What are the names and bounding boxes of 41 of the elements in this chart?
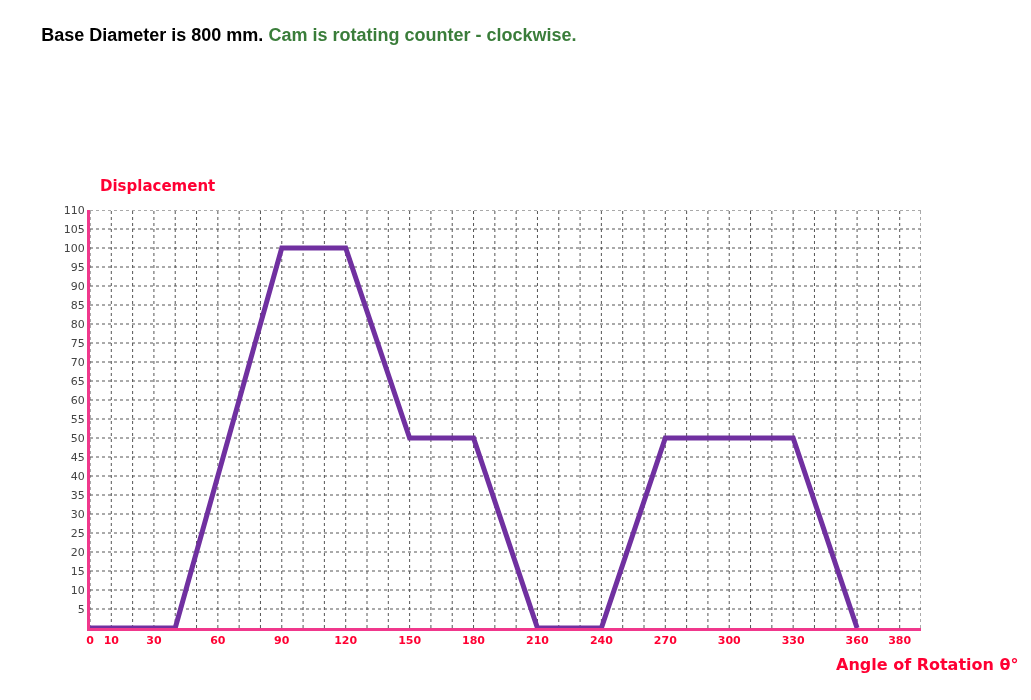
y-tick-label: 35 xyxy=(70,488,85,502)
y-tick-label: 30 xyxy=(70,507,85,521)
y-axis-title: Displacement xyxy=(100,177,216,195)
x-tick-label: 240 xyxy=(589,634,614,648)
x-tick-label: 180 xyxy=(462,634,486,648)
x-tick-label: 0 xyxy=(86,634,95,648)
x-tick-label: 360 xyxy=(845,634,869,648)
y-tick-label: 15 xyxy=(70,564,85,578)
y-tick-label: 45 xyxy=(70,450,85,464)
y-tick-label: 25 xyxy=(70,526,85,540)
x-tick-label: 60 xyxy=(210,634,226,648)
y-tick-label: 5 xyxy=(77,602,85,616)
x-tick-label: 10 xyxy=(103,634,120,648)
y-tick-label: 60 xyxy=(70,393,85,407)
y-tick-label: 40 xyxy=(70,469,85,483)
x-tick-label: 90 xyxy=(274,634,290,648)
y-tick-label: 70 xyxy=(70,355,85,369)
x-tick-label: 210 xyxy=(525,634,550,648)
y-tick-label: 110 xyxy=(63,203,85,217)
y-tick-label: 95 xyxy=(70,260,85,274)
y-tick-label: 65 xyxy=(70,374,85,388)
y-tick-label: 105 xyxy=(63,222,85,236)
x-tick-label: 300 xyxy=(717,634,742,648)
x-tick-label: 330 xyxy=(781,634,805,648)
x-tick-label: 150 xyxy=(398,634,422,648)
y-tick-label: 75 xyxy=(70,336,85,350)
y-tick-label: 50 xyxy=(70,431,85,445)
y-tick-label: 20 xyxy=(70,545,85,559)
x-tick-label: 30 xyxy=(146,634,162,648)
chart-title: Base Diameter is 800 mm. xyxy=(41,24,264,45)
x-tick-label: 120 xyxy=(334,634,358,648)
x-tick-label: 270 xyxy=(653,634,678,648)
y-tick-label: 85 xyxy=(70,298,85,312)
chart-subtitle: Cam is rotating counter - clockwise. xyxy=(268,24,577,45)
y-tick-label: 100 xyxy=(63,241,85,255)
x-axis-title: Angle of Rotation θ° xyxy=(836,655,1019,674)
y-tick-label: 55 xyxy=(70,412,85,426)
y-tick-label: 80 xyxy=(70,317,85,331)
x-tick-label: 380 xyxy=(888,634,912,648)
y-tick-label: 90 xyxy=(70,279,85,293)
y-tick-label: 10 xyxy=(70,583,85,597)
